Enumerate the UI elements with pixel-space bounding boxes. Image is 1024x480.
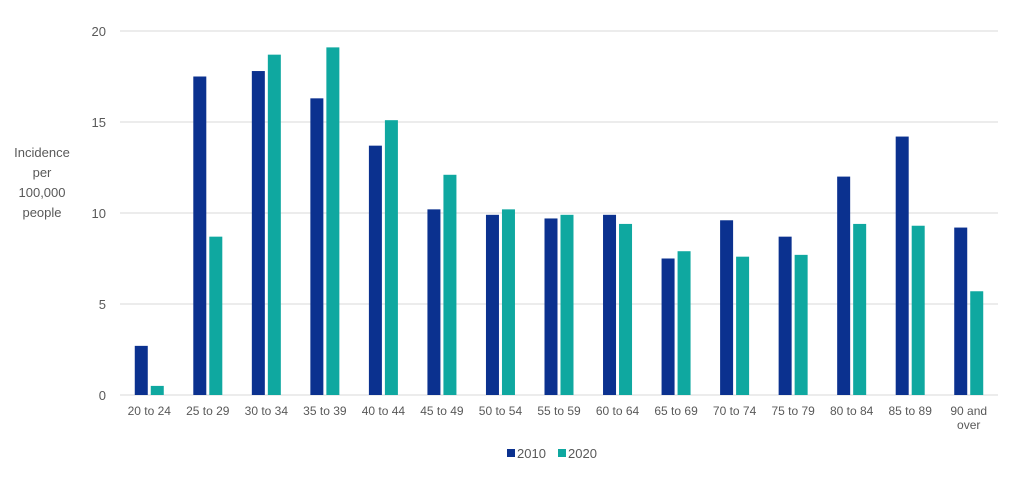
bar-2010: [837, 176, 851, 395]
x-tick-label-line: 35 to 39: [303, 404, 347, 418]
x-tick-label-line: 30 to 34: [245, 404, 289, 418]
bar-2010: [134, 345, 148, 395]
gridlines: [120, 30, 998, 305]
bar-2010: [485, 214, 499, 395]
y-axis-label-line: per: [33, 165, 52, 180]
legend-swatch-2020: [558, 449, 566, 457]
x-tick-label: 55 to 59: [537, 404, 581, 418]
legend-label: 2010: [517, 446, 546, 461]
x-tick-label: 75 to 79: [771, 404, 815, 418]
x-tick-label-line: 85 to 89: [889, 404, 933, 418]
bar-2020: [736, 256, 750, 395]
bar-2010: [193, 76, 207, 395]
x-tick-label: 35 to 39: [303, 404, 347, 418]
bar-2010: [778, 236, 792, 395]
bar-2010: [310, 98, 324, 395]
bar-2020: [911, 225, 925, 395]
series-2010: [134, 71, 968, 395]
x-tick-label: 20 to 24: [128, 404, 172, 418]
series-2020: [150, 47, 984, 396]
y-tick-label: 10: [92, 206, 106, 221]
y-tick-label: 15: [92, 115, 106, 130]
legend-label: 2020: [568, 446, 597, 461]
x-tick-label-line: 55 to 59: [537, 404, 581, 418]
x-tick-label: 85 to 89: [889, 404, 933, 418]
bar-2010: [954, 227, 968, 395]
y-axis-label-line: Incidence: [14, 145, 70, 160]
x-tick-label-line: 20 to 24: [128, 404, 172, 418]
bar-2020: [326, 47, 340, 395]
bar-2020: [150, 385, 164, 395]
x-tick-label: 90 and over: [950, 404, 987, 432]
y-axis-label: Incidence per 100,000 people: [14, 145, 70, 220]
bar-2020: [970, 291, 984, 395]
bar-2010: [661, 258, 675, 395]
x-tick-label-line: 25 to 29: [186, 404, 230, 418]
y-axis-label-line: 100,000: [19, 185, 66, 200]
bar-2010: [895, 136, 909, 395]
x-tick-label: 60 to 64: [596, 404, 640, 418]
legend: 2010 2020: [507, 446, 597, 461]
x-tick-label-line: 40 to 44: [362, 404, 406, 418]
bar-2020: [501, 209, 515, 395]
bar-2020: [794, 254, 808, 395]
bar-2020: [384, 120, 398, 396]
bar-2010: [251, 71, 265, 395]
x-tick-label: 70 to 74: [713, 404, 757, 418]
legend-swatch-2010: [507, 449, 515, 457]
y-axis: 0 5 10 15 20: [92, 24, 106, 403]
x-tick-label: 30 to 34: [245, 404, 289, 418]
x-tick-label-line: over: [957, 418, 980, 432]
x-tick-label: 65 to 69: [654, 404, 698, 418]
bar-2010: [544, 218, 558, 395]
bar-2010: [603, 214, 617, 395]
bar-2020: [619, 223, 633, 395]
x-tick-label-line: 60 to 64: [596, 404, 640, 418]
x-tick-label-line: 50 to 54: [479, 404, 523, 418]
x-tick-label-line: 90 and: [950, 404, 987, 418]
y-axis-label-line: people: [22, 205, 61, 220]
x-tick-label: 25 to 29: [186, 404, 230, 418]
x-tick-label-line: 65 to 69: [654, 404, 698, 418]
y-tick-label: 0: [99, 388, 106, 403]
x-tick-label: 50 to 54: [479, 404, 523, 418]
x-tick-label: 45 to 49: [420, 404, 464, 418]
y-tick-label: 20: [92, 24, 106, 39]
bar-2020: [853, 223, 867, 395]
x-tick-label: 40 to 44: [362, 404, 406, 418]
bar-2010: [720, 220, 734, 395]
x-tick-label-line: 70 to 74: [713, 404, 757, 418]
bar-2020: [560, 214, 574, 395]
bars: [134, 47, 984, 396]
x-axis: 20 to 24 25 to 29 30 to 34 35 to 39 40 to 44…: [128, 404, 988, 432]
x-tick-label: 80 to 84: [830, 404, 874, 418]
bar-2020: [443, 174, 457, 395]
x-tick-label-line: 80 to 84: [830, 404, 874, 418]
x-tick-label-line: 45 to 49: [420, 404, 464, 418]
bar-2020: [677, 251, 691, 395]
y-tick-label: 5: [99, 297, 106, 312]
bar-2010: [368, 145, 382, 395]
x-tick-label-line: 75 to 79: [771, 404, 815, 418]
bar-2020: [267, 54, 281, 395]
bar-2010: [427, 209, 441, 395]
bar-2020: [209, 236, 223, 395]
